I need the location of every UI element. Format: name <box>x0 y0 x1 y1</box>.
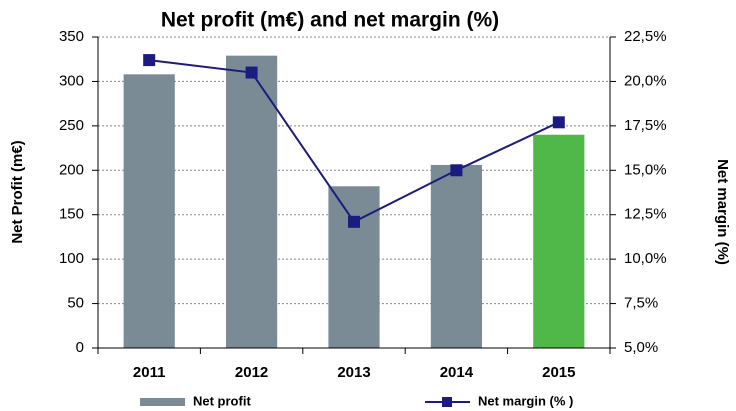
bar <box>328 186 380 348</box>
marker <box>245 66 258 79</box>
y-tick-label: 300 <box>59 72 84 89</box>
y2-tick-label: 10,0% <box>624 250 667 267</box>
x-tick-label: 2014 <box>440 364 474 381</box>
legend-label: Net margin (% ) <box>478 393 573 408</box>
y2-tick-label: 20,0% <box>624 72 667 89</box>
y-axis-label: Net Profit (m€) <box>9 140 26 243</box>
y2-tick-label: 17,5% <box>624 117 667 134</box>
y2-tick-label: 15,0% <box>624 161 667 178</box>
y-tick-label: 250 <box>59 117 84 134</box>
legend-label: Net profit <box>193 393 251 408</box>
marker <box>450 164 463 177</box>
y2-tick-label: 12,5% <box>624 206 667 223</box>
bar <box>533 134 585 348</box>
y-tick-label: 350 <box>59 28 84 45</box>
legend-swatch <box>140 398 185 406</box>
y2-axis-label: Net margin (%) <box>714 159 731 265</box>
y2-tick-label: 22,5% <box>624 28 667 45</box>
x-tick-label: 2013 <box>337 364 370 381</box>
x-tick-label: 2011 <box>133 364 166 381</box>
bar <box>123 74 175 348</box>
x-tick-label: 2015 <box>542 364 575 381</box>
chart-title: Net profit (m€) and net margin (%) <box>161 9 499 32</box>
y-tick-label: 0 <box>76 339 84 356</box>
y-tick-label: 150 <box>59 206 84 223</box>
marker <box>143 54 156 67</box>
legend-marker <box>442 397 452 407</box>
y2-tick-label: 5,0% <box>624 339 658 356</box>
marker <box>348 215 360 228</box>
y-tick-label: 50 <box>67 295 84 312</box>
marker <box>552 116 565 129</box>
y-tick-label: 100 <box>59 250 84 267</box>
y2-tick-label: 7,5% <box>624 295 658 312</box>
bar <box>226 55 278 348</box>
y-tick-label: 200 <box>59 161 84 178</box>
x-tick-label: 2012 <box>235 364 268 381</box>
bar <box>430 164 482 348</box>
